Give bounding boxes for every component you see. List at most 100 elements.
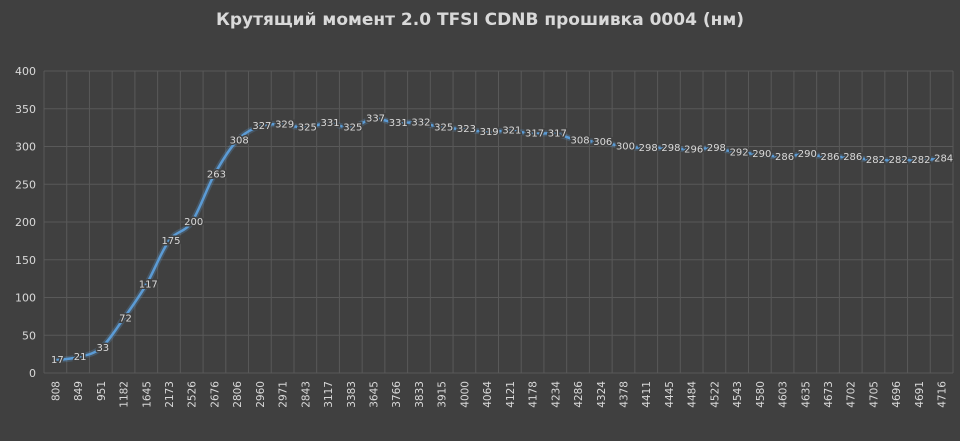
data-point [781, 155, 785, 159]
x-tick-label: 4635 [800, 381, 812, 408]
data-point [871, 158, 875, 162]
data-label: 317 [525, 129, 544, 140]
data-point [167, 239, 171, 243]
y-tick-label: 300 [15, 141, 36, 154]
chart-title: Крутящий момент 2.0 TFSI CDNB прошивка 0… [215, 10, 745, 30]
x-tick-label: 4691 [914, 381, 926, 408]
data-point [212, 172, 216, 176]
data-label: 282 [911, 155, 930, 166]
data-label: 282 [889, 155, 908, 166]
x-tick-label: 4696 [891, 381, 903, 408]
data-label: 17 [51, 355, 64, 366]
x-tick-label: 2971 [278, 381, 290, 408]
data-label: 325 [434, 123, 453, 134]
data-point [690, 148, 694, 152]
data-point [349, 126, 353, 130]
x-tick-label: 4411 [641, 381, 653, 408]
data-label: 332 [411, 117, 430, 128]
data-point [621, 145, 625, 148]
x-tick-label: 3645 [369, 381, 381, 408]
y-tick-label: 50 [22, 329, 36, 342]
data-point [235, 138, 239, 142]
data-label: 298 [639, 143, 658, 154]
y-tick-label: 250 [15, 178, 36, 191]
data-label: 263 [207, 169, 226, 180]
data-label: 200 [184, 217, 203, 228]
data-point [440, 126, 444, 130]
y-tick-label: 100 [15, 292, 36, 305]
data-point [190, 220, 194, 224]
data-label: 300 [616, 142, 635, 153]
data-point [940, 157, 944, 161]
x-tick-label: 4705 [868, 381, 880, 408]
data-point [803, 152, 807, 156]
x-tick-label: 4603 [778, 381, 790, 408]
series-line [54, 117, 943, 362]
data-point [644, 146, 648, 150]
data-label: 290 [798, 149, 817, 160]
x-tick-label: 4716 [937, 381, 949, 408]
x-tick-label: 3766 [391, 381, 403, 408]
data-point [553, 132, 557, 136]
x-tick-label: 4378 [618, 381, 630, 408]
data-label: 284 [934, 154, 953, 165]
data-point [417, 120, 421, 124]
x-tick-label: 3915 [437, 381, 449, 408]
data-point [144, 283, 148, 287]
x-tick-label: 1182 [119, 381, 131, 408]
data-point [372, 117, 376, 121]
data-label: 325 [298, 123, 317, 134]
data-label: 306 [593, 137, 612, 148]
data-label: 282 [866, 155, 885, 166]
x-tick-label: 4121 [505, 381, 517, 408]
data-point [576, 138, 580, 142]
x-tick-label: 4178 [528, 381, 540, 408]
x-tick-label: 4702 [846, 381, 858, 408]
data-point [531, 132, 535, 136]
data-label: 292 [730, 148, 749, 159]
data-point [599, 140, 603, 144]
data-label: 175 [161, 236, 180, 247]
y-tick-label: 350 [15, 103, 36, 116]
data-point [76, 355, 80, 359]
data-label: 117 [139, 280, 158, 291]
data-label: 298 [661, 143, 680, 154]
data-point [303, 126, 307, 130]
data-label: 290 [752, 149, 771, 160]
data-label: 323 [457, 124, 476, 135]
data-label: 327 [252, 121, 271, 132]
x-tick-label: 2806 [232, 381, 244, 408]
data-point [99, 346, 103, 350]
x-tick-label: 4064 [482, 381, 494, 408]
x-tick-label: 4445 [664, 381, 676, 408]
x-tick-label: 2526 [187, 381, 199, 408]
data-point [485, 130, 489, 134]
x-tick-label: 1645 [141, 381, 153, 408]
data-label: 319 [480, 127, 499, 138]
x-tick-label: 849 [73, 381, 85, 401]
data-point [508, 129, 512, 133]
x-tick-label: 4286 [573, 381, 585, 408]
data-point [281, 123, 285, 127]
data-point [758, 152, 762, 156]
x-tick-label: 4484 [687, 381, 699, 408]
data-label: 331 [389, 118, 408, 129]
x-tick-label: 2173 [164, 381, 176, 408]
x-tick-label: 2843 [300, 381, 312, 408]
data-label: 72 [119, 314, 132, 325]
x-tick-label: 4673 [823, 381, 835, 408]
x-tick-label: 4000 [459, 381, 471, 408]
data-point [258, 124, 262, 128]
x-tick-label: 2960 [255, 381, 267, 408]
data-label: 286 [775, 152, 794, 163]
y-tick-label: 400 [15, 65, 36, 78]
data-label: 331 [321, 118, 340, 129]
x-tick-label: 4234 [550, 381, 562, 408]
data-label: 329 [275, 120, 294, 131]
data-label: 321 [502, 126, 521, 137]
x-tick-label: 4522 [709, 381, 721, 408]
data-point [712, 146, 716, 150]
x-tick-label: 808 [50, 381, 62, 401]
x-tick-label: 951 [96, 381, 108, 401]
data-label: 308 [230, 135, 249, 146]
